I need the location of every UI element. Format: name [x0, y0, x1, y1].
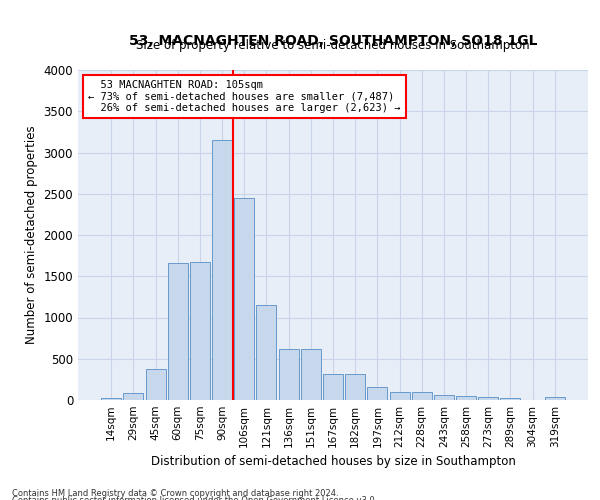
Bar — [212, 140, 232, 400]
Bar — [101, 398, 121, 400]
Bar — [389, 392, 410, 400]
Bar — [124, 394, 143, 400]
Bar — [323, 374, 343, 400]
Text: Contains public sector information licensed under the Open Government Licence v3: Contains public sector information licen… — [12, 496, 377, 500]
Text: Contains HM Land Registry data © Crown copyright and database right 2024.: Contains HM Land Registry data © Crown c… — [12, 488, 338, 498]
Bar — [478, 396, 498, 400]
Text: Size of property relative to semi-detached houses in Southampton: Size of property relative to semi-detach… — [136, 39, 530, 52]
Bar — [168, 263, 188, 400]
Bar — [434, 394, 454, 400]
Bar — [500, 398, 520, 400]
Bar — [301, 349, 321, 400]
Title: 53, MACNAGHTEN ROAD, SOUTHAMPTON, SO18 1GL: 53, MACNAGHTEN ROAD, SOUTHAMPTON, SO18 1… — [129, 34, 537, 48]
Y-axis label: Number of semi-detached properties: Number of semi-detached properties — [25, 126, 38, 344]
Bar — [234, 198, 254, 400]
Bar — [190, 262, 210, 400]
Bar — [367, 387, 388, 400]
X-axis label: Distribution of semi-detached houses by size in Southampton: Distribution of semi-detached houses by … — [151, 456, 515, 468]
Bar — [278, 349, 299, 400]
Bar — [545, 397, 565, 400]
Text: 53 MACNAGHTEN ROAD: 105sqm
← 73% of semi-detached houses are smaller (7,487)
  2: 53 MACNAGHTEN ROAD: 105sqm ← 73% of semi… — [88, 80, 401, 113]
Bar — [456, 396, 476, 400]
Bar — [345, 374, 365, 400]
Bar — [146, 368, 166, 400]
Bar — [256, 305, 277, 400]
Bar — [412, 392, 432, 400]
